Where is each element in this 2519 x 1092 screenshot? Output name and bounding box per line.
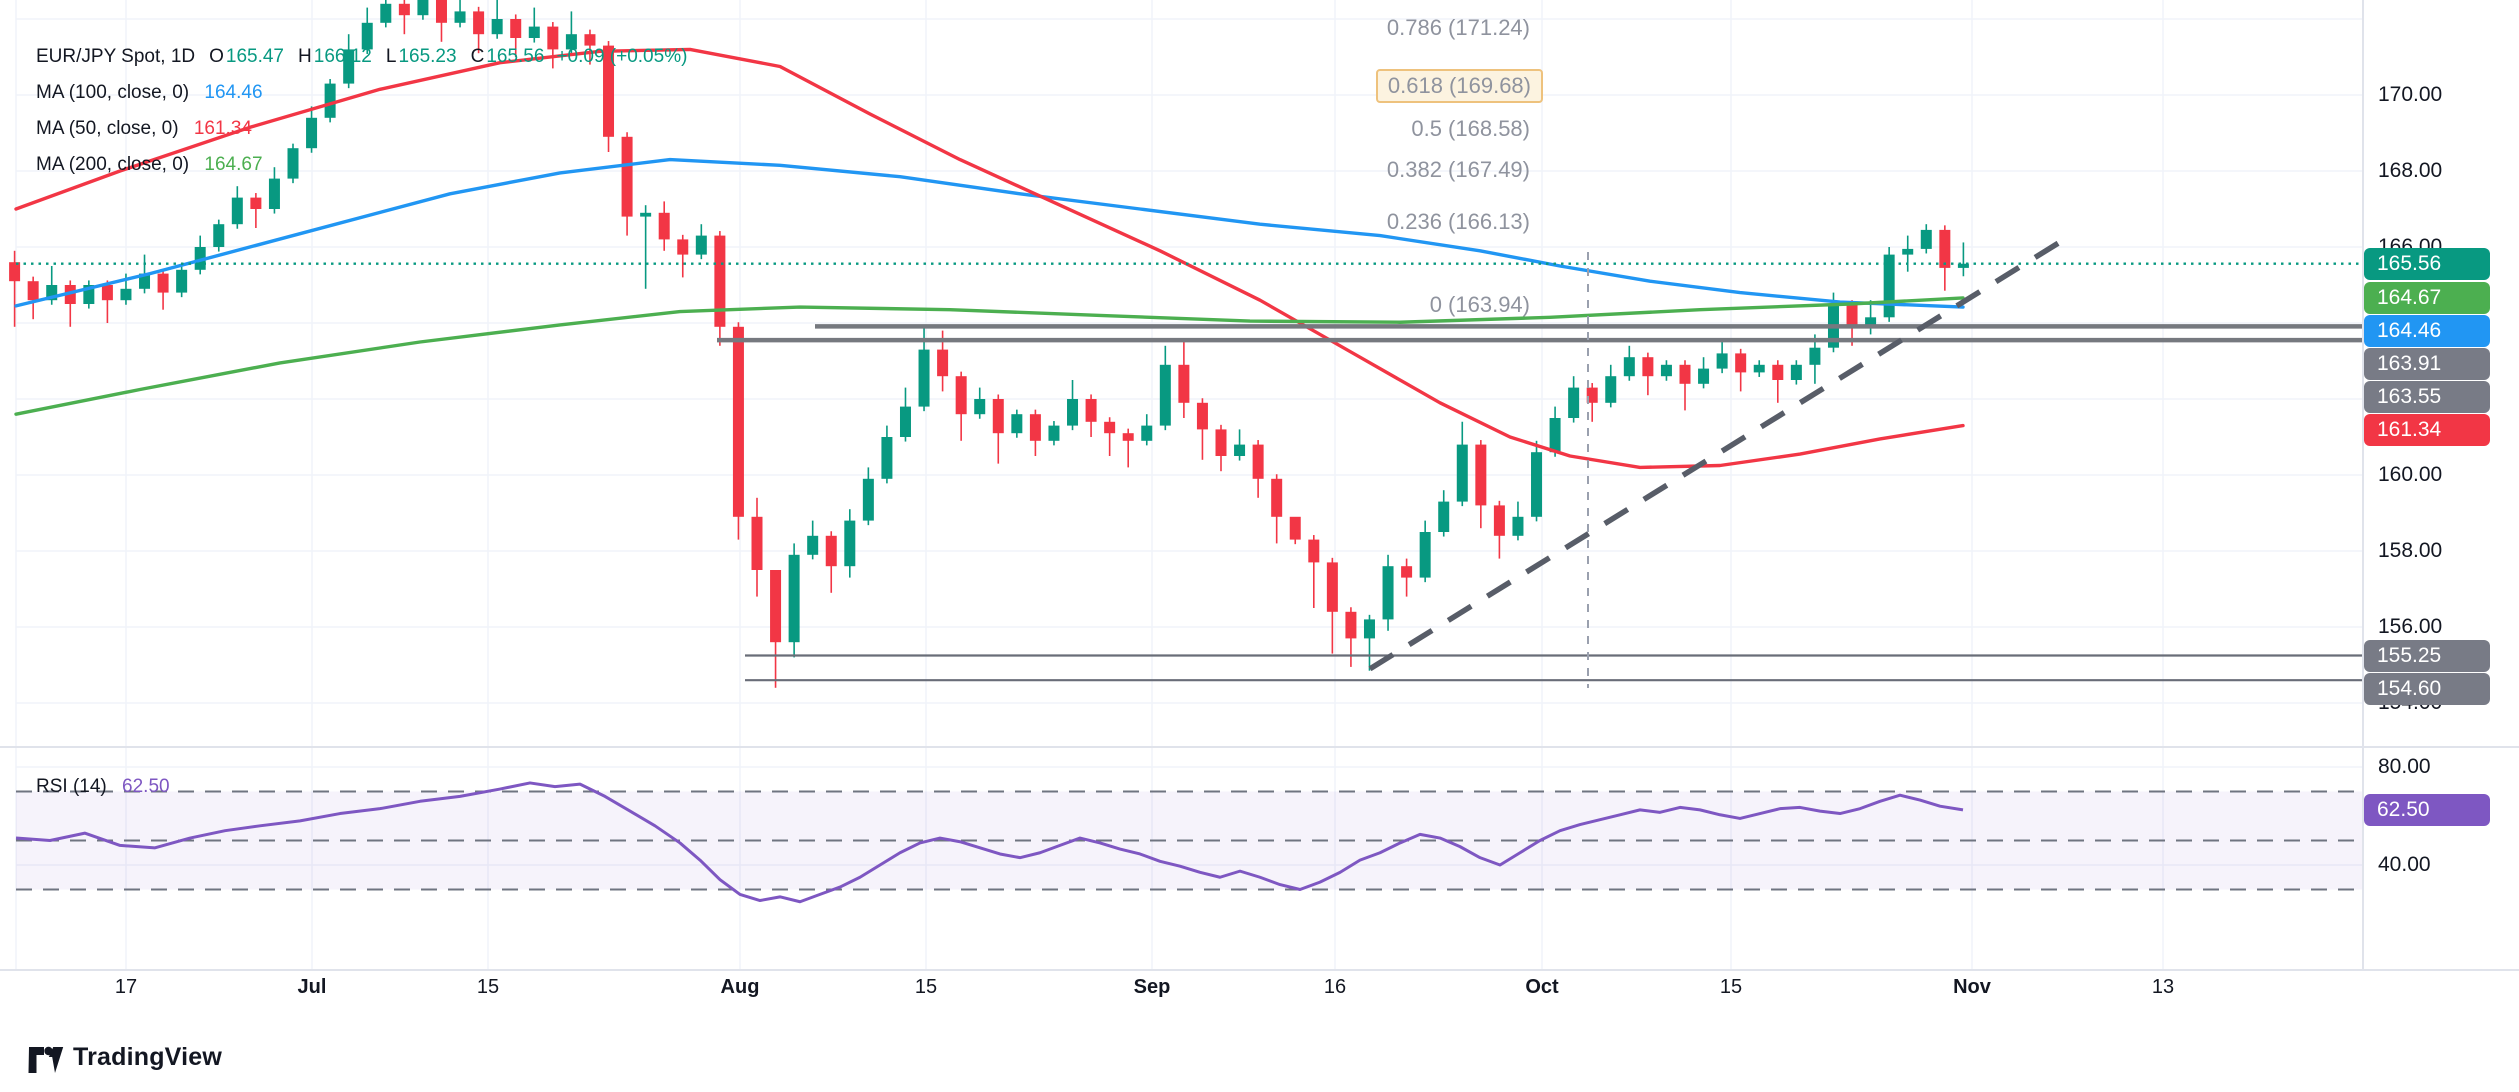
time-label-Aug: Aug	[720, 976, 760, 998]
ma100-line[interactable]	[14, 157, 1965, 309]
time-label-Jul: Jul	[297, 976, 327, 998]
grid	[15, 0, 2363, 970]
time-label-13: 13	[2151, 976, 2175, 998]
price-badge-163.55: 163.55	[2364, 380, 2490, 413]
open-label: O	[209, 46, 224, 67]
legend-symbol-row[interactable]: EUR/JPY Spot, 1D O 165.47 H 166.12 L 165.23 C 16…	[36, 44, 687, 70]
change-value: +0.09 (+0.05%)	[556, 46, 688, 67]
time-label-Nov: Nov	[1953, 976, 1991, 998]
rsi-badge-62.50: 62.50	[2364, 793, 2490, 826]
tradingview-watermark[interactable]: TradingView	[28, 1040, 222, 1074]
ma50-label: MA (50, close, 0)	[36, 118, 179, 139]
tradingview-logo-icon	[28, 1046, 64, 1073]
rsi-scale-label-80.00: 80.00	[2378, 755, 2431, 778]
fib-level-0.382[interactable]: 0.382 (167.49)	[1386, 157, 1530, 183]
price-badge-155.25: 155.25	[2364, 639, 2490, 672]
ma50-line[interactable]	[14, 47, 1965, 470]
ma200-label: MA (200, close, 0)	[36, 154, 190, 175]
fib-level-0.236[interactable]: 0.236 (166.13)	[1386, 209, 1530, 235]
rsi-scale-label-40.00: 40.00	[2378, 853, 2431, 876]
legend-ma50-row[interactable]: MA (50, close, 0) 161.34	[36, 116, 252, 142]
price-badge-163.91: 163.91	[2364, 347, 2490, 380]
ma50-value: 161.34	[193, 118, 252, 139]
time-label-Oct: Oct	[1525, 976, 1559, 998]
close-label: C	[470, 46, 485, 67]
rsi-line[interactable]	[15, 781, 1964, 904]
time-label-16: 16	[1323, 976, 1347, 998]
ma200-line[interactable]	[14, 296, 1965, 416]
ma100-label: MA (100, close, 0)	[36, 82, 190, 103]
legend-ma200-row[interactable]: MA (200, close, 0) 164.67	[36, 152, 263, 178]
price-badge-161.34: 161.34	[2364, 413, 2490, 446]
time-label-15: 15	[476, 976, 500, 998]
price-label-158.00: 158.00	[2378, 539, 2443, 562]
low-label: L	[385, 46, 397, 67]
rsi-label: RSI (14)	[36, 776, 107, 797]
time-label-15: 15	[914, 976, 938, 998]
close-value: 165.56	[486, 46, 545, 67]
fib-level-0.618[interactable]: 0.618 (169.68)	[1375, 69, 1543, 104]
rsi-pane	[16, 790, 2363, 891]
high-label: H	[298, 46, 312, 67]
open-value: 165.47	[225, 46, 285, 67]
ma200-value: 164.67	[204, 154, 263, 175]
price-label-170.00: 170.00	[2378, 83, 2443, 106]
price-badge-164.46: 164.46	[2364, 314, 2490, 347]
symbol-title: EUR/JPY Spot, 1D	[36, 46, 196, 67]
tradingview-label: TradingView	[73, 1042, 223, 1071]
fib-level-0[interactable]: 0 (163.94)	[1429, 292, 1530, 318]
price-label-168.00: 168.00	[2378, 159, 2443, 182]
high-value: 166.12	[313, 46, 372, 67]
price-badge-154.60: 154.60	[2364, 672, 2490, 705]
price-label-160.00: 160.00	[2378, 463, 2443, 486]
time-label-15: 15	[1719, 976, 1743, 998]
ma100-value: 164.46	[204, 82, 263, 103]
price-label-156.00: 156.00	[2378, 615, 2443, 638]
fib-level-0.5[interactable]: 0.5 (168.58)	[1411, 115, 1530, 141]
rsi-value: 62.50	[122, 776, 170, 797]
legend-ma100-row[interactable]: MA (100, close, 0) 164.46	[36, 80, 263, 106]
time-label-Sep: Sep	[1133, 976, 1171, 998]
rsi-legend-row[interactable]: RSI (14) 62.50	[36, 774, 170, 800]
price-badge-164.67: 164.67	[2364, 281, 2490, 314]
time-label-17: 17	[114, 976, 138, 998]
price-badge-165.56: 165.56	[2364, 247, 2490, 280]
low-value: 165.23	[398, 46, 457, 67]
candlesticks	[9, 0, 1969, 688]
fib-level-0.786[interactable]: 0.786 (171.24)	[1386, 14, 1530, 40]
